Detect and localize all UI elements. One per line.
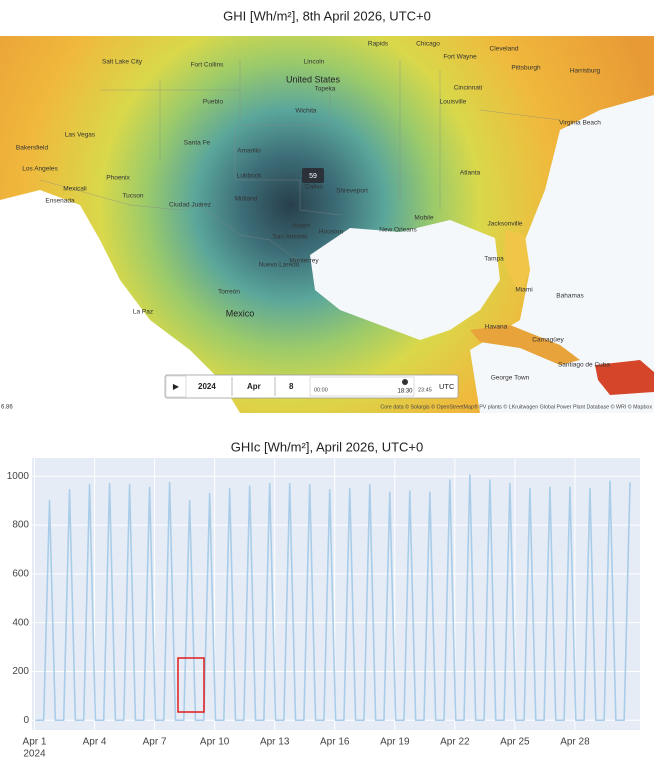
map-label: Santiago de Cuba [558, 362, 610, 369]
y-tick-label: 200 [12, 666, 29, 677]
map-label: Amarillo [237, 148, 261, 155]
map-label: Santa Fe [184, 140, 211, 147]
slider-end: 23:45 [418, 387, 432, 393]
x-tick-label: Apr 28 [560, 737, 590, 748]
map-label: Torreón [218, 289, 240, 296]
x-tick-label: Apr 10 [200, 737, 230, 748]
x-tick-label: Apr 19 [380, 737, 410, 748]
map-label: Midland [235, 196, 258, 203]
hispaniola [595, 360, 654, 395]
highlight-box [177, 657, 205, 713]
map-label: Virginia Beach [559, 120, 601, 127]
map-label: Bahamas [556, 293, 584, 300]
map-label: Tucson [122, 193, 143, 200]
map-label: Mexico [226, 308, 255, 318]
florida [505, 230, 530, 295]
plot-area [32, 458, 640, 730]
map-label: Fort Collins [191, 62, 225, 69]
map-label: Lincoln [304, 59, 325, 66]
map-label: Mexicali [63, 186, 86, 193]
slider-start: 00:00 [314, 387, 328, 393]
map-label: Cleveland [490, 46, 519, 53]
day-select[interactable]: 8 [289, 382, 294, 391]
map-label: Pueblo [203, 99, 224, 106]
month-select[interactable]: Apr [247, 382, 261, 391]
time-slider[interactable] [309, 376, 415, 397]
map-label: Phoenix [106, 175, 130, 182]
year-select[interactable]: 2024 [198, 382, 216, 391]
map-label: Miami [515, 287, 532, 294]
map-label: George Town [491, 375, 530, 382]
y-tick-label: 800 [12, 520, 29, 531]
map-label: Las Vegas [65, 132, 96, 139]
map-label: Ensenada [45, 198, 75, 205]
scale-text: 6.86 [1, 405, 13, 411]
borders [39, 60, 561, 263]
map-label: Cincinnati [454, 85, 483, 92]
x-tick-label: Apr 4 [83, 737, 107, 748]
map-label: Mobile [414, 215, 434, 222]
map-label: Nuevo Laredo [259, 262, 300, 269]
x-tick-label: Apr 16 [320, 737, 350, 748]
map-label: Fort Wayne [443, 54, 477, 61]
map-label: Louisville [440, 99, 467, 106]
map-label: Lubbock [237, 173, 262, 180]
map-label: Shreveport [336, 188, 368, 195]
x-tick-label: Apr 7 [143, 737, 167, 748]
map-label: Topeka [315, 86, 336, 93]
cuba [470, 325, 580, 365]
line [35, 474, 631, 722]
map-label: Harrisburg [570, 68, 601, 75]
map-label: Pittsburgh [511, 65, 541, 72]
play-button[interactable] [165, 375, 187, 398]
slider-current: 18:30 [397, 389, 413, 395]
map-label: Los Angeles [22, 166, 58, 173]
map-label: La Paz [133, 309, 153, 316]
map-label: Wichita [295, 108, 317, 115]
map-label: Austin [292, 223, 310, 230]
x-tick-year: 2024 [23, 749, 46, 760]
map-label: Camagüey [532, 337, 564, 344]
map-label: San Antonio [272, 234, 307, 241]
time-controls: ▶ 2024 Apr 8 00:00 18:30 23:45 UTC [164, 374, 459, 399]
map-label: Dallas [305, 184, 324, 191]
map-label: United States [286, 74, 341, 84]
map-label: Jacksonville [487, 221, 522, 228]
map-label: Monterrey [289, 258, 319, 265]
chart-title: GHIc [Wh/m²], April 2026, UTC+0 [231, 439, 424, 454]
tooltip-value: 59 [309, 173, 317, 180]
map-label: Salt Lake City [102, 59, 143, 66]
pacific [0, 190, 240, 413]
y-tick-label: 0 [23, 715, 29, 726]
gulf [310, 220, 500, 340]
slider-handle[interactable] [402, 379, 408, 385]
map-label: Bakersfield [16, 145, 49, 152]
map[interactable]: Salt Lake City Fort Collins Lincoln Rapi… [0, 36, 654, 413]
map-label: Chicago [416, 41, 440, 48]
map-label: Ciudad Juárez [169, 202, 211, 209]
map-label: Tampa [484, 256, 504, 263]
x-tick-label: Apr 22 [440, 737, 470, 748]
tooltip [302, 168, 324, 183]
x-tick-label: Apr 25 [500, 737, 530, 748]
x-tick-label: Apr 13 [260, 737, 290, 748]
map-label: Rapids [368, 41, 389, 48]
timezone[interactable]: UTC [439, 382, 455, 391]
map-label: Houston [319, 229, 344, 236]
map-label: Havana [485, 324, 508, 331]
y-tick-label: 400 [12, 617, 29, 628]
map-label: New Orleans [379, 227, 417, 234]
y-tick-label: 1000 [7, 471, 30, 482]
attribution: Core data © Solargis © OpenStreetMap® PV… [380, 403, 652, 410]
map-title: GHI [Wh/m²], 8th April 2026, UTC+0 [223, 8, 431, 23]
x-tick-label: Apr 1 [23, 737, 47, 748]
play-icon[interactable]: ▶ [173, 382, 180, 391]
map-label: Atlanta [460, 170, 481, 177]
y-tick-label: 600 [12, 569, 29, 580]
